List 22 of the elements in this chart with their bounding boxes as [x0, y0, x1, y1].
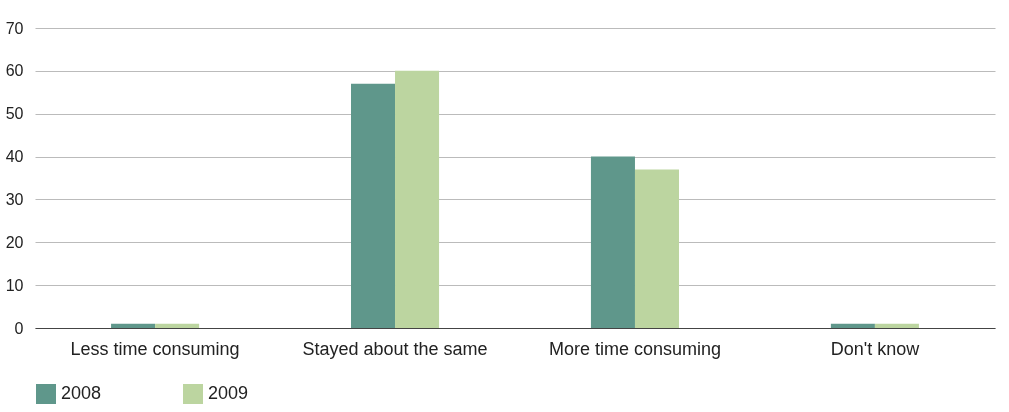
- y-tick-label: 10: [5, 276, 24, 294]
- y-tick-label: 0: [14, 319, 24, 337]
- bar: [351, 83, 396, 328]
- bar: [111, 323, 156, 328]
- x-tick-label: Don't know: [830, 338, 921, 359]
- legend-label: 2009: [208, 383, 249, 403]
- y-tick-label: 30: [5, 190, 24, 208]
- bar: [634, 169, 679, 328]
- bar: [830, 323, 875, 328]
- x-tick-label: Stayed about the same: [302, 338, 488, 359]
- x-tick-label: Less time consuming: [70, 338, 240, 359]
- bar: [155, 323, 200, 328]
- y-tick-label: 50: [5, 105, 24, 123]
- y-tick-label: 60: [5, 62, 24, 80]
- x-tick-label: More time consuming: [548, 338, 722, 359]
- bar: [395, 70, 440, 328]
- y-tick-label: 70: [5, 19, 24, 37]
- legend-label: 2008: [61, 383, 102, 403]
- y-tick-label: 40: [5, 148, 24, 166]
- bar: [874, 323, 919, 328]
- y-tick-label: 20: [5, 233, 24, 251]
- bar: [590, 156, 635, 328]
